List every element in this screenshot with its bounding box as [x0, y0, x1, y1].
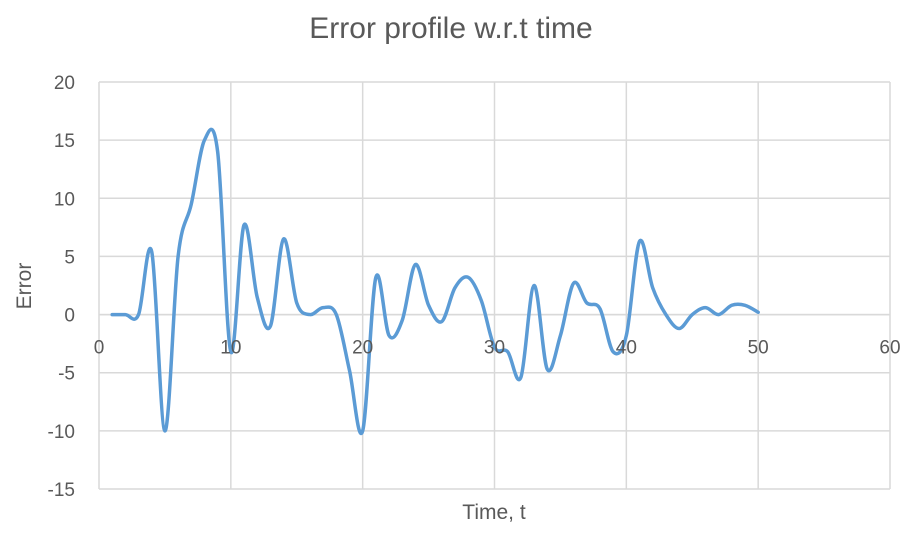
data-point — [718, 314, 719, 315]
data-point — [560, 335, 561, 336]
data-point — [665, 314, 666, 315]
data-point — [679, 328, 680, 329]
data-point — [178, 256, 179, 257]
data-point — [547, 369, 548, 370]
y-tick-label: 0 — [64, 306, 75, 327]
data-point — [652, 287, 653, 288]
data-point — [270, 326, 271, 327]
x-tick-label: 40 — [616, 338, 637, 359]
x-tick-label: 60 — [879, 338, 900, 359]
series-layer — [110, 127, 760, 436]
data-point — [441, 321, 442, 322]
data-point — [389, 335, 390, 336]
data-point — [586, 302, 587, 303]
y-tick-label: -5 — [58, 364, 75, 385]
data-point — [349, 370, 350, 371]
data-point — [626, 335, 627, 336]
error-series-line — [110, 127, 760, 436]
data-point — [573, 283, 574, 284]
data-point — [705, 307, 706, 308]
x-tick-label: 50 — [748, 338, 769, 359]
x-axis-title: Time, t — [462, 501, 526, 524]
data-point — [323, 307, 324, 308]
y-tick-label: 20 — [54, 73, 75, 94]
data-point — [507, 351, 508, 352]
data-point — [639, 241, 640, 242]
data-point — [375, 277, 376, 278]
data-point — [468, 277, 469, 278]
data-point — [191, 204, 192, 205]
x-tick-label: 30 — [484, 338, 505, 359]
y-axis-title: Error — [13, 263, 36, 310]
data-point — [481, 300, 482, 301]
x-tick-label: 20 — [352, 338, 373, 359]
y-tick-label: -10 — [48, 422, 75, 443]
data-point — [257, 297, 258, 298]
data-point — [534, 285, 535, 286]
data-point — [336, 314, 337, 315]
y-tick-label: 15 — [54, 131, 75, 152]
data-point — [217, 151, 218, 152]
data-point — [244, 225, 245, 226]
gridlines — [98, 81, 891, 490]
data-point — [138, 314, 139, 315]
chart-title: Error profile w.r.t time — [309, 12, 592, 45]
data-point — [744, 305, 745, 306]
x-tick-label: 10 — [220, 338, 241, 359]
data-point — [125, 314, 126, 315]
data-point — [613, 351, 614, 352]
data-point — [415, 264, 416, 265]
data-point — [428, 305, 429, 306]
x-tick-label: 0 — [94, 338, 105, 359]
data-point — [204, 140, 205, 141]
data-point — [283, 238, 284, 239]
data-point — [112, 314, 113, 315]
data-point — [296, 302, 297, 303]
data-point — [402, 320, 403, 321]
data-point — [731, 305, 732, 306]
data-point — [309, 314, 310, 315]
data-point — [599, 308, 600, 309]
data-point — [692, 314, 693, 315]
data-point — [362, 430, 363, 431]
y-tick-label: 5 — [64, 247, 75, 268]
y-tick-label: 10 — [54, 189, 75, 210]
data-point — [758, 312, 759, 313]
y-tick-label: -15 — [48, 480, 75, 501]
data-point — [164, 430, 165, 431]
data-point — [151, 251, 152, 252]
data-point — [454, 287, 455, 288]
data-point — [520, 377, 521, 378]
